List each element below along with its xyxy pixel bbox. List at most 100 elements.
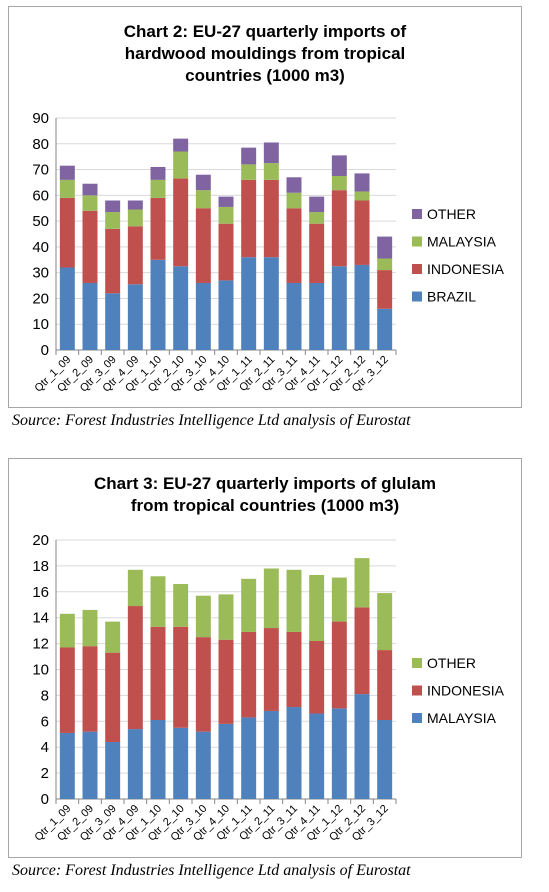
chart-2-container: Chart 2: EU-27 quarterly imports of hard… <box>8 6 522 408</box>
bar-segment-malaysia <box>127 209 143 227</box>
bar-segment-other <box>286 177 302 193</box>
bar-segment-indonesia <box>195 208 211 283</box>
bar-segment-other <box>309 574 325 642</box>
bar-segment-other <box>241 147 257 165</box>
bar-segment-malaysia <box>309 212 325 224</box>
bar-segment-indonesia <box>377 650 393 721</box>
bar-segment-other <box>354 558 370 608</box>
y-tick-label: 4 <box>41 739 49 756</box>
bar-segment-indonesia <box>173 178 189 267</box>
bar-segment-other <box>127 200 143 210</box>
bar-segment-indonesia <box>105 652 121 743</box>
y-tick-label: 60 <box>32 187 49 204</box>
bar-segment-brazil <box>195 282 211 350</box>
bar-segment-indonesia <box>309 223 325 283</box>
bar-segment-indonesia <box>309 641 325 714</box>
bar-segment-indonesia <box>218 639 234 724</box>
bar-segment-brazil <box>218 280 234 350</box>
legend-swatch <box>412 658 422 668</box>
legend-swatch <box>412 264 422 274</box>
bar-segment-malaysia <box>263 710 279 799</box>
y-tick-label: 16 <box>32 584 49 601</box>
legend-label: MALAYSIA <box>427 234 497 250</box>
chart-2-title: Chart 2: EU-27 quarterly imports of hard… <box>9 21 521 87</box>
bar-segment-indonesia <box>286 208 302 283</box>
y-tick-label: 2 <box>41 765 49 782</box>
bar-segment-other <box>127 569 143 607</box>
bar-segment-other <box>241 578 257 632</box>
bar-segment-malaysia <box>218 723 234 799</box>
bar-segment-indonesia <box>195 637 211 732</box>
bar-segment-other <box>105 621 121 653</box>
bar-segment-malaysia <box>173 727 189 799</box>
bar-segment-other <box>354 173 370 192</box>
y-tick-label: 20 <box>32 290 49 307</box>
legend-swatch <box>412 685 422 696</box>
bar-segment-indonesia <box>127 226 143 285</box>
bar-segment-malaysia <box>173 151 189 179</box>
bar-segment-other <box>150 576 166 627</box>
bar-segment-indonesia <box>105 228 121 294</box>
bar-segment-brazil <box>127 284 143 350</box>
y-tick-label: 90 <box>32 110 49 127</box>
bar-segment-indonesia <box>241 179 257 258</box>
y-tick-label: 20 <box>32 532 49 549</box>
y-tick-label: 6 <box>41 713 49 730</box>
bar-segment-indonesia <box>286 631 302 708</box>
bar-segment-malaysia <box>377 258 393 271</box>
bar-segment-other <box>105 200 121 213</box>
bar-segment-brazil <box>377 308 393 350</box>
bar-segment-indonesia <box>263 628 279 711</box>
y-tick-label: 18 <box>32 558 49 575</box>
y-tick-label: 14 <box>32 610 49 627</box>
bar-segment-indonesia <box>173 626 189 728</box>
bar-segment-indonesia <box>82 210 98 283</box>
bar-segment-brazil <box>286 282 302 350</box>
y-tick-label: 10 <box>32 316 49 333</box>
bar-segment-malaysia <box>331 176 347 191</box>
chart-3-title-line-1: Chart 3: EU-27 quarterly imports of glul… <box>94 474 436 493</box>
bar-segment-malaysia <box>59 179 75 198</box>
bar-segment-brazil <box>263 257 279 350</box>
bar-segment-malaysia <box>377 720 393 799</box>
bar-segment-brazil <box>59 267 75 350</box>
bar-segment-indonesia <box>218 223 234 281</box>
bar-segment-indonesia <box>82 646 98 732</box>
bar-segment-other <box>218 594 234 640</box>
bar-segment-brazil <box>241 257 257 350</box>
bar-segment-indonesia <box>59 197 75 268</box>
bar-segment-malaysia <box>59 732 75 799</box>
bar-segment-other <box>309 196 325 213</box>
y-tick-label: 70 <box>32 162 49 179</box>
bar-segment-indonesia <box>354 607 370 695</box>
bar-segment-malaysia <box>354 694 370 799</box>
bar-segment-other <box>173 138 189 152</box>
bar-segment-indonesia <box>150 626 166 721</box>
legend-label: INDONESIA <box>427 683 505 699</box>
y-tick-label: 80 <box>32 136 49 153</box>
chart-3-source: Source: Forest Industries Intelligence L… <box>12 862 411 879</box>
bar-segment-malaysia <box>150 179 166 198</box>
bar-segment-malaysia <box>331 708 347 799</box>
legend-swatch <box>412 713 422 723</box>
bar-segment-other <box>331 577 347 622</box>
bar-segment-indonesia <box>59 647 75 733</box>
bar-segment-other <box>173 584 189 627</box>
bar-segment-malaysia <box>309 713 325 799</box>
bar-segment-malaysia <box>286 707 302 799</box>
bar-segment-other <box>59 613 75 648</box>
bar-segment-malaysia <box>218 206 234 224</box>
bar-segment-indonesia <box>241 631 257 718</box>
bar-segment-other <box>59 165 75 180</box>
bar-segment-brazil <box>150 259 166 350</box>
chart-3-title-line-2: from tropical countries (1000 m3) <box>130 496 400 515</box>
chart-2-source: Source: Forest Industries Intelligence L… <box>12 412 411 429</box>
legend-swatch <box>412 291 422 302</box>
legend-label: MALAYSIA <box>427 710 497 726</box>
bar-segment-malaysia <box>241 164 257 180</box>
chart-2-title-line-1: Chart 2: EU-27 quarterly imports of <box>123 22 407 41</box>
bar-segment-brazil <box>105 293 121 350</box>
y-tick-label: 30 <box>32 265 49 282</box>
legend-label: BRAZIL <box>427 289 476 305</box>
chart-2-plot: 0102030405060708090Qtr_1_09Qtr_2_09Qtr_3… <box>32 110 504 395</box>
